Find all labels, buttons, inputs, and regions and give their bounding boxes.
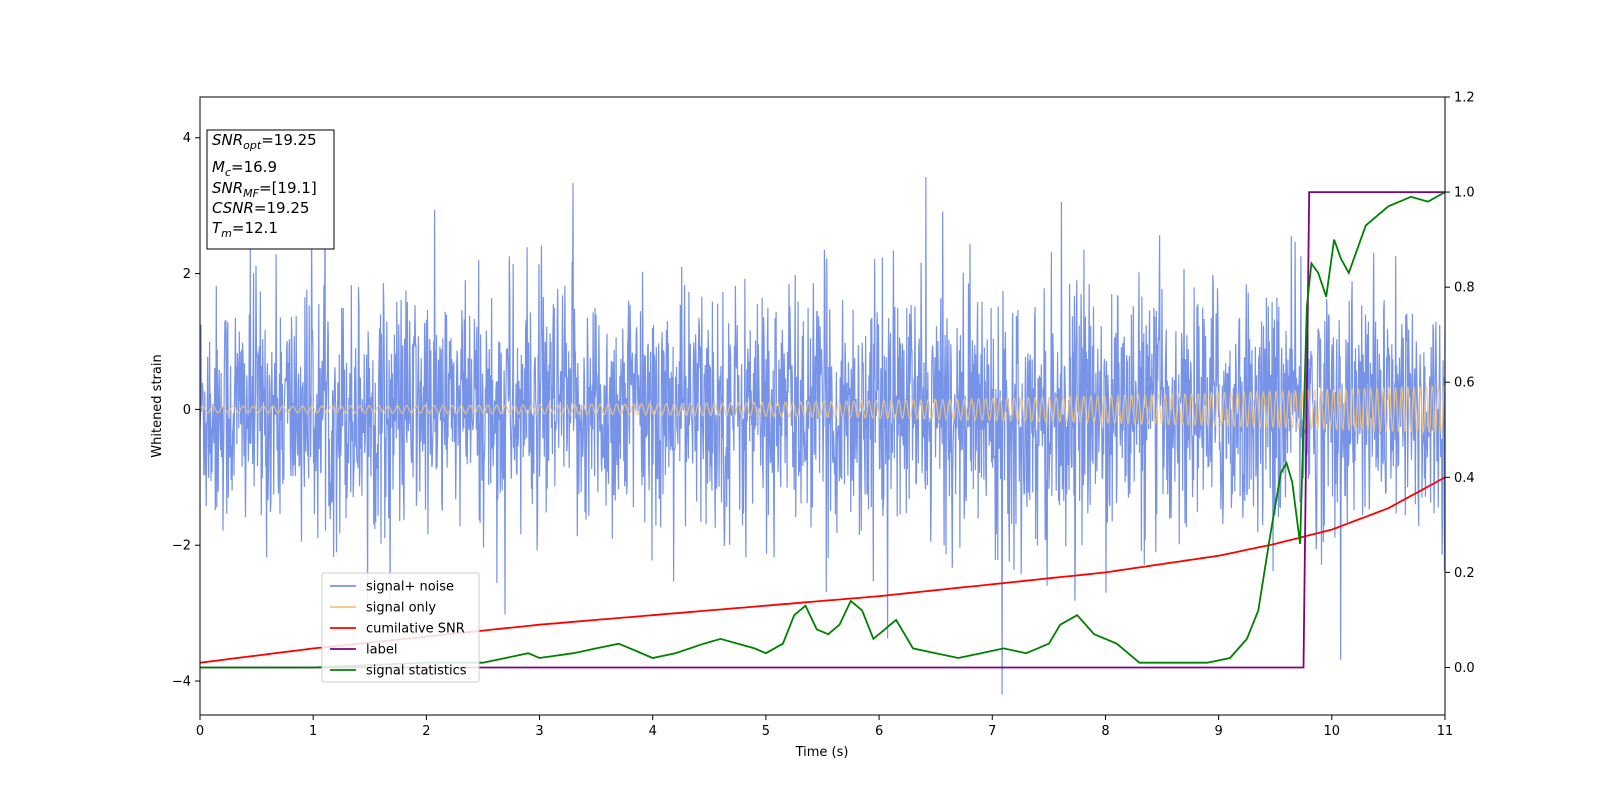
annotation-line: SNRopt=19.25 (212, 131, 317, 152)
x-axis: 0 1 2 3 4 5 6 7 8 9 10 11 (196, 715, 1453, 739)
x-tick-label: 5 (762, 724, 770, 739)
y-right-tick-label: 1.0 (1454, 186, 1475, 201)
x-tick-label: 3 (535, 724, 543, 739)
x-tick-label: 2 (422, 724, 430, 739)
x-tick-label: 11 (1437, 724, 1454, 739)
legend-label: cumilative SNR (366, 622, 465, 637)
y-left-axis: −4 −2 0 2 4 (172, 131, 200, 690)
legend: signal+ noise signal only cumilative SNR la… (321, 572, 480, 683)
annotation-line: SNRMF=[19.1] (212, 179, 317, 200)
label-line (200, 191, 1445, 669)
plot-frame (199, 96, 1446, 716)
y-left-tick-label: 4 (183, 131, 191, 146)
y-axis-label: Whitened strain (150, 354, 165, 457)
annotation-line: Mc=16.9 (212, 158, 277, 179)
signal-noise-line (200, 176, 1445, 695)
y-left-tick-label: 0 (183, 403, 191, 418)
x-tick-label: 7 (988, 724, 996, 739)
y-right-tick-label: 0.6 (1454, 376, 1475, 391)
y-right-tick-label: 0.0 (1454, 661, 1475, 676)
x-tick-label: 6 (875, 724, 883, 739)
x-tick-label: 8 (1101, 724, 1109, 739)
y-left-tick-label: 2 (183, 267, 191, 282)
x-axis-label: Time (s) (795, 745, 849, 760)
y-right-tick-label: 0.8 (1454, 281, 1475, 296)
annotation-box: SNRopt=19.25 Mc=16.9SNRMF=[19.1]CSNR=19.2… (206, 129, 335, 250)
legend-label: signal only (366, 601, 436, 616)
annotation-line: CSNR=19.25 (212, 199, 309, 217)
signal-only-line (200, 384, 1445, 435)
x-tick-label: 1 (309, 724, 317, 739)
x-tick-label: 10 (1324, 724, 1341, 739)
y-left-tick-label: −4 (172, 675, 191, 690)
y-left-tick-label: −2 (172, 539, 191, 554)
legend-label: signal statistics (366, 664, 467, 679)
legend-label: signal+ noise (366, 580, 454, 595)
signal-statistics-line (200, 191, 1445, 669)
y-right-axis: 0.0 0.2 0.4 0.6 0.8 1.0 1.2 (1445, 91, 1475, 676)
y-right-tick-label: 0.4 (1454, 471, 1475, 486)
annotation-line: Tm=12.1 (212, 219, 278, 240)
x-tick-label: 4 (649, 724, 657, 739)
legend-label: label (366, 643, 397, 658)
x-tick-label: 0 (196, 724, 204, 739)
x-tick-label: 9 (1214, 724, 1222, 739)
y-right-tick-label: 1.2 (1454, 91, 1475, 106)
y-right-tick-label: 0.2 (1454, 566, 1475, 581)
